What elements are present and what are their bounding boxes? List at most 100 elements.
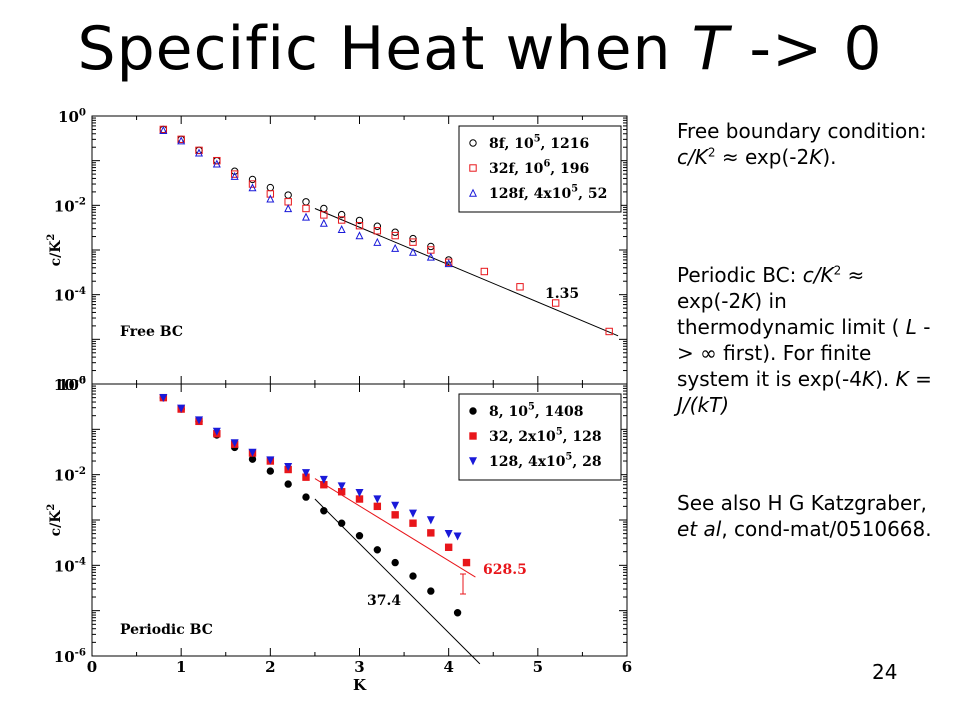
data-point — [373, 222, 382, 230]
data-point — [355, 532, 364, 540]
data-point — [159, 125, 168, 134]
data-point — [409, 572, 417, 580]
data-point — [320, 507, 328, 515]
data-point — [516, 283, 524, 291]
data-point — [284, 480, 292, 488]
data-point — [194, 148, 204, 157]
data-point — [453, 532, 462, 541]
data-point — [391, 558, 399, 567]
note-periodic-bc: Periodic BC: c/K2 ≈ exp(-2K) in thermody… — [677, 263, 932, 417]
data-point — [373, 546, 382, 554]
data-point — [444, 259, 453, 268]
data-point — [248, 183, 257, 192]
legend-box — [458, 393, 622, 481]
legend-marker — [468, 457, 478, 466]
data-point — [230, 170, 239, 178]
data-point — [266, 456, 275, 465]
data-point — [444, 529, 453, 538]
data-point — [159, 393, 168, 402]
data-point — [337, 210, 346, 219]
y-axis-label: c/K2 — [46, 234, 64, 267]
data-point — [337, 519, 346, 527]
data-point — [319, 218, 328, 227]
data-point — [248, 180, 257, 188]
data-point — [177, 135, 185, 144]
fit-line — [314, 208, 619, 337]
data-point — [301, 469, 311, 478]
data-point — [301, 212, 311, 221]
specific-heat-figure: 100 10-2 10-4 10-6 c/K2 8f, 105, 1216 32f, 106… — [46, 106, 632, 694]
data-point — [248, 175, 257, 184]
data-point — [230, 439, 239, 448]
legend-marker — [469, 164, 477, 172]
data-point — [408, 247, 418, 256]
data-point — [408, 509, 418, 518]
data-point — [266, 194, 275, 203]
data-point — [284, 198, 292, 206]
y-tick-label: 10-2 — [54, 196, 86, 216]
legend-label: 8, 105, 1408 — [489, 402, 584, 420]
data-point — [409, 238, 417, 246]
legend-marker — [469, 139, 477, 147]
data-point — [266, 467, 275, 475]
legend-label: 8f, 105, 1216 — [489, 134, 589, 152]
fit-label: 37.4 — [367, 593, 401, 609]
x-tick-label: 4 — [443, 658, 453, 676]
data-point — [337, 216, 346, 224]
data-point — [319, 475, 328, 484]
data-point — [427, 587, 435, 595]
data-point — [444, 543, 453, 551]
data-point — [426, 516, 435, 525]
data-point — [427, 529, 435, 537]
data-point — [391, 243, 400, 252]
y-tick-label: 10-6 — [54, 374, 86, 394]
legend-label: 32, 2x105, 128 — [489, 427, 602, 445]
legend-label: 32f, 106, 196 — [489, 159, 589, 177]
y-tick-label: 10-4 — [54, 285, 86, 305]
data-point — [212, 159, 221, 168]
data-point — [194, 416, 204, 425]
y-tick-label: 100 — [58, 106, 86, 126]
data-point — [177, 136, 186, 145]
data-point — [195, 146, 203, 155]
data-point — [284, 191, 292, 199]
title-prefix: Specific Heat when — [77, 14, 692, 84]
data-point — [409, 519, 417, 527]
title-suffix: -> 0 — [729, 14, 883, 84]
x-tick-label: 0 — [87, 658, 97, 676]
data-point — [320, 204, 328, 213]
data-point — [213, 156, 221, 165]
legend-marker — [468, 188, 478, 197]
title-variable: T — [691, 14, 730, 84]
data-point — [551, 299, 560, 307]
data-point — [391, 231, 399, 240]
data-point — [302, 493, 310, 501]
data-point — [355, 489, 364, 498]
data-point — [177, 404, 186, 413]
data-point — [302, 204, 310, 213]
data-point — [453, 609, 462, 617]
data-point — [373, 227, 382, 235]
y-tick-label: 10-4 — [54, 556, 86, 576]
y-axis-label: c/K2 — [46, 504, 64, 537]
data-point — [248, 448, 257, 457]
legend-box — [458, 125, 622, 213]
x-tick-label: 2 — [265, 658, 275, 676]
data-point — [462, 558, 471, 567]
data-point — [284, 204, 293, 213]
page-number: 24 — [872, 660, 898, 684]
data-point — [355, 221, 364, 230]
x-tick-label: 3 — [354, 658, 364, 676]
y-tick-label: 10-2 — [54, 465, 86, 485]
x-tick-label: 1 — [176, 658, 186, 676]
data-point — [266, 183, 275, 192]
panel-annotation: Free BC — [120, 324, 183, 340]
legend-marker — [469, 407, 477, 415]
data-point — [248, 455, 257, 463]
data-point — [605, 327, 613, 336]
slide-title: Specific Heat when T -> 0 — [0, 14, 960, 84]
note-free-boundary: Free boundary condition: c/K2 ≈ exp(-2K)… — [677, 119, 927, 169]
data-point — [355, 216, 364, 225]
data-point — [302, 198, 310, 206]
data-point — [480, 267, 489, 276]
